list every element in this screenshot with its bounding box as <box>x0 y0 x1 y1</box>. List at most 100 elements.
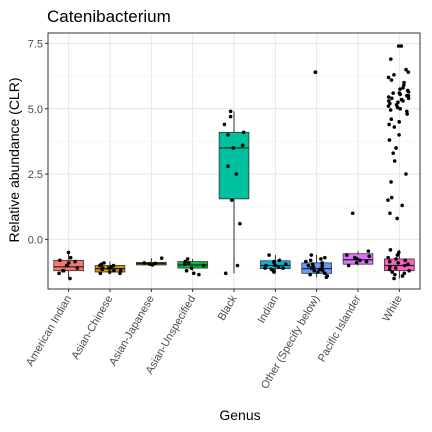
data-point <box>235 263 240 268</box>
data-point <box>392 276 396 281</box>
data-point <box>263 266 267 270</box>
data-point <box>267 253 271 257</box>
data-point <box>397 91 402 95</box>
data-point <box>323 271 327 276</box>
data-point <box>393 266 398 270</box>
data-point <box>392 159 397 163</box>
x-tick-label: American Indian <box>24 294 74 369</box>
box-group-6 <box>301 255 332 278</box>
data-point <box>401 99 405 103</box>
data-point <box>386 95 391 99</box>
points-group-2 <box>142 256 164 267</box>
data-point <box>107 270 112 274</box>
data-point <box>197 272 201 277</box>
data-point <box>68 255 73 260</box>
data-point <box>189 266 194 270</box>
data-point <box>228 109 233 114</box>
data-point <box>308 258 313 263</box>
box <box>384 258 415 272</box>
data-point <box>66 250 71 255</box>
data-point <box>390 96 394 101</box>
data-point <box>229 198 234 202</box>
data-point <box>324 275 329 280</box>
data-point <box>393 272 397 277</box>
data-point <box>395 105 400 110</box>
chart-marks <box>53 44 415 281</box>
data-point <box>396 261 401 265</box>
data-point <box>187 261 191 265</box>
data-point <box>397 120 401 124</box>
data-point <box>386 75 391 80</box>
data-point <box>226 133 230 137</box>
data-point <box>240 143 245 148</box>
data-point <box>395 253 400 257</box>
points-group-6 <box>304 70 330 280</box>
data-point <box>283 262 288 266</box>
data-point <box>106 266 111 270</box>
data-point <box>323 255 327 260</box>
data-point <box>404 172 408 176</box>
box-group-4 <box>218 111 250 274</box>
data-point <box>406 262 410 266</box>
data-point <box>273 263 278 268</box>
data-point <box>398 87 402 91</box>
data-point <box>391 91 395 95</box>
data-point <box>400 274 405 278</box>
data-point <box>364 259 369 264</box>
x-tick-label: Asian-Japanese <box>107 294 157 368</box>
data-point <box>73 259 77 264</box>
data-point <box>366 249 371 253</box>
data-point <box>355 257 359 261</box>
points-group-7 <box>344 211 371 268</box>
data-point <box>304 259 308 264</box>
y-axis: 0.0 2.5 5.0 7.5 <box>28 38 48 246</box>
data-point <box>222 122 227 127</box>
data-point <box>269 267 274 272</box>
data-point <box>400 203 404 208</box>
data-point <box>201 263 206 268</box>
data-point <box>184 268 189 273</box>
data-point <box>320 266 324 270</box>
data-point <box>394 146 398 150</box>
data-point <box>64 263 69 268</box>
data-point <box>308 272 312 277</box>
data-point <box>406 93 411 98</box>
data-point <box>401 86 405 90</box>
data-point <box>388 264 392 269</box>
data-point <box>272 270 276 274</box>
data-point <box>389 117 394 122</box>
data-point <box>57 271 61 276</box>
data-point <box>405 109 409 114</box>
x-tick-label: Pacific Islander <box>316 293 364 364</box>
data-point <box>389 195 394 200</box>
data-point <box>241 130 246 135</box>
data-point <box>389 180 393 184</box>
data-point <box>395 216 399 221</box>
data-point <box>281 266 285 270</box>
data-point <box>402 271 407 276</box>
data-point <box>319 257 323 261</box>
data-point <box>387 138 392 142</box>
data-point <box>98 271 103 276</box>
x-tick-label: Indian <box>256 294 281 326</box>
points-group-8 <box>386 44 411 281</box>
data-point <box>406 89 411 94</box>
data-point <box>387 259 392 264</box>
data-point <box>58 258 62 263</box>
data-point <box>350 211 355 216</box>
data-point <box>404 67 408 72</box>
points-group-5 <box>263 253 288 274</box>
data-point <box>399 44 404 48</box>
data-point <box>405 112 409 116</box>
data-point <box>389 57 393 61</box>
data-point <box>396 44 401 48</box>
data-point <box>112 268 116 273</box>
data-point <box>100 266 105 270</box>
y-tick-label: 2.5 <box>28 169 43 181</box>
data-point <box>272 259 276 264</box>
data-point <box>226 164 230 169</box>
data-point <box>309 253 314 257</box>
data-point <box>386 104 391 108</box>
data-point <box>406 96 411 101</box>
